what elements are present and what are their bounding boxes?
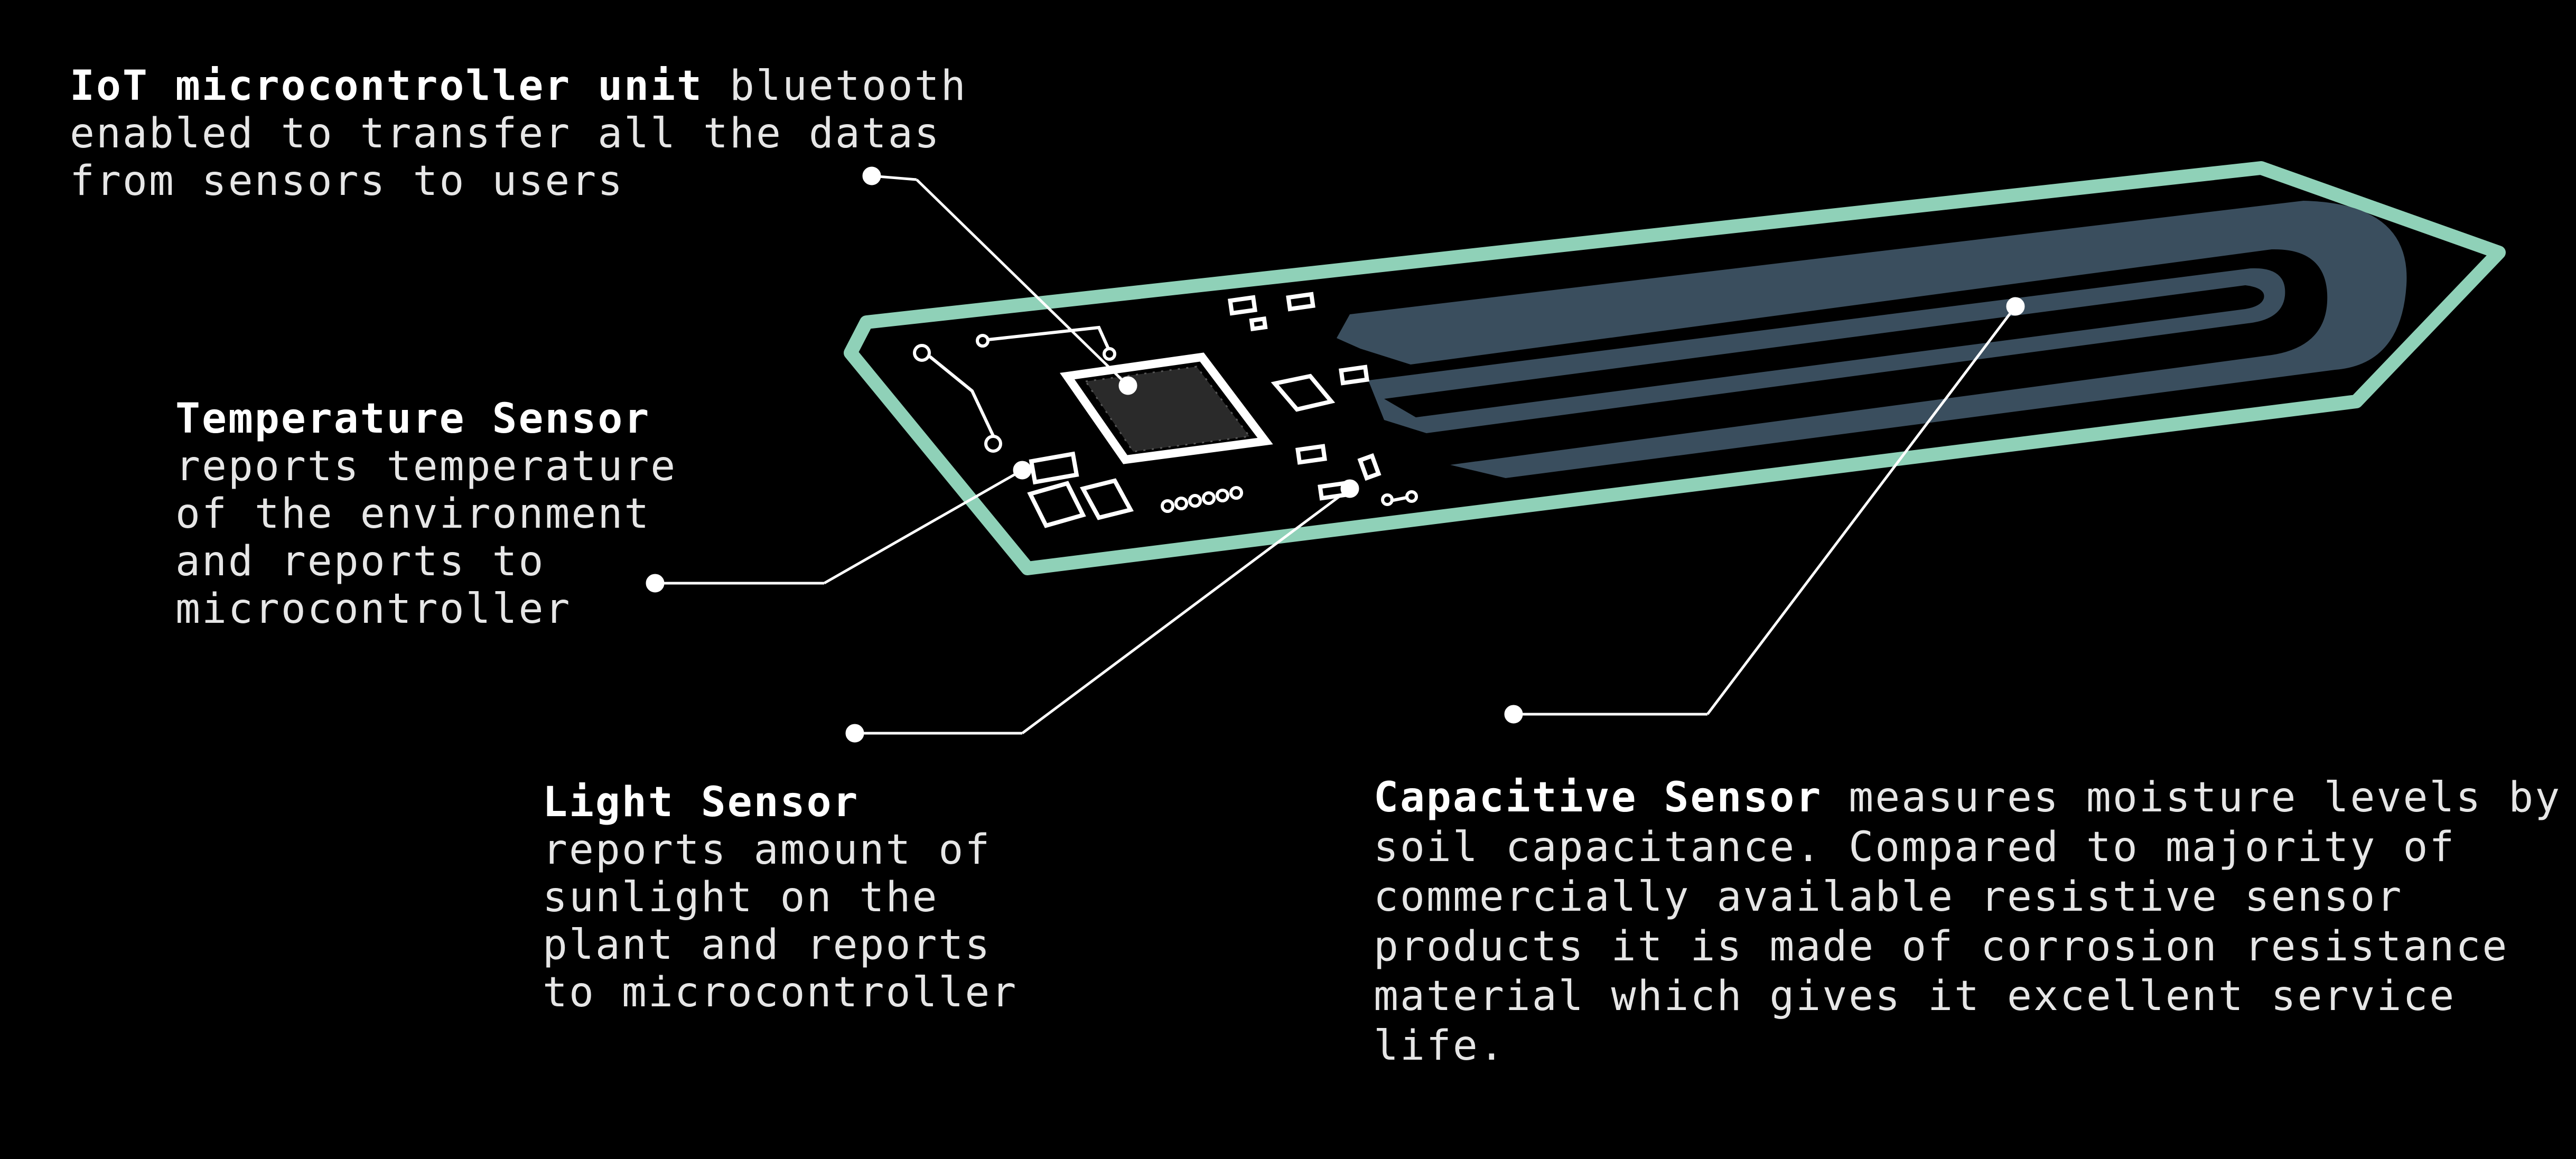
capacitive-callout-title: Capacitive Sensor xyxy=(1374,774,1823,821)
iot-callout-title: IoT microcontroller unit xyxy=(70,62,704,110)
temperature-leader xyxy=(646,461,1032,593)
capacitive-electrode-gap xyxy=(1384,285,2264,417)
iot-callout: IoT microcontroller unit bluetooth enabl… xyxy=(70,62,1021,205)
leader-lines xyxy=(646,166,2025,743)
iot-callout-body: bluetooth enabled to transfer all the da… xyxy=(70,62,994,205)
temperature-callout: Temperature Sensor reports temperature of… xyxy=(175,395,735,633)
temperature-callout-body: reports temperature of the environment a… xyxy=(175,443,704,633)
capacitive-callout-body: measures moisture levels by soil capacit… xyxy=(1374,774,2562,1070)
light-callout-title: Light Sensor xyxy=(543,779,860,826)
capacitive-electrode xyxy=(1337,201,2407,478)
board-components xyxy=(1027,292,1382,528)
capacitive-callout: Capacitive Sensor measures moisture leve… xyxy=(1374,773,2562,1071)
temperature-callout-title: Temperature Sensor xyxy=(175,395,651,443)
board-traces xyxy=(913,325,1407,502)
capacitive-leader xyxy=(1504,297,2025,724)
connector-pins xyxy=(1161,486,1418,513)
light-callout: Light Sensor reports amount of sunlight … xyxy=(543,779,1044,1016)
iot-leader xyxy=(862,166,1137,395)
light-leader xyxy=(845,479,1359,743)
light-callout-body: reports amount of sunlight on the plant … xyxy=(543,826,1018,1016)
